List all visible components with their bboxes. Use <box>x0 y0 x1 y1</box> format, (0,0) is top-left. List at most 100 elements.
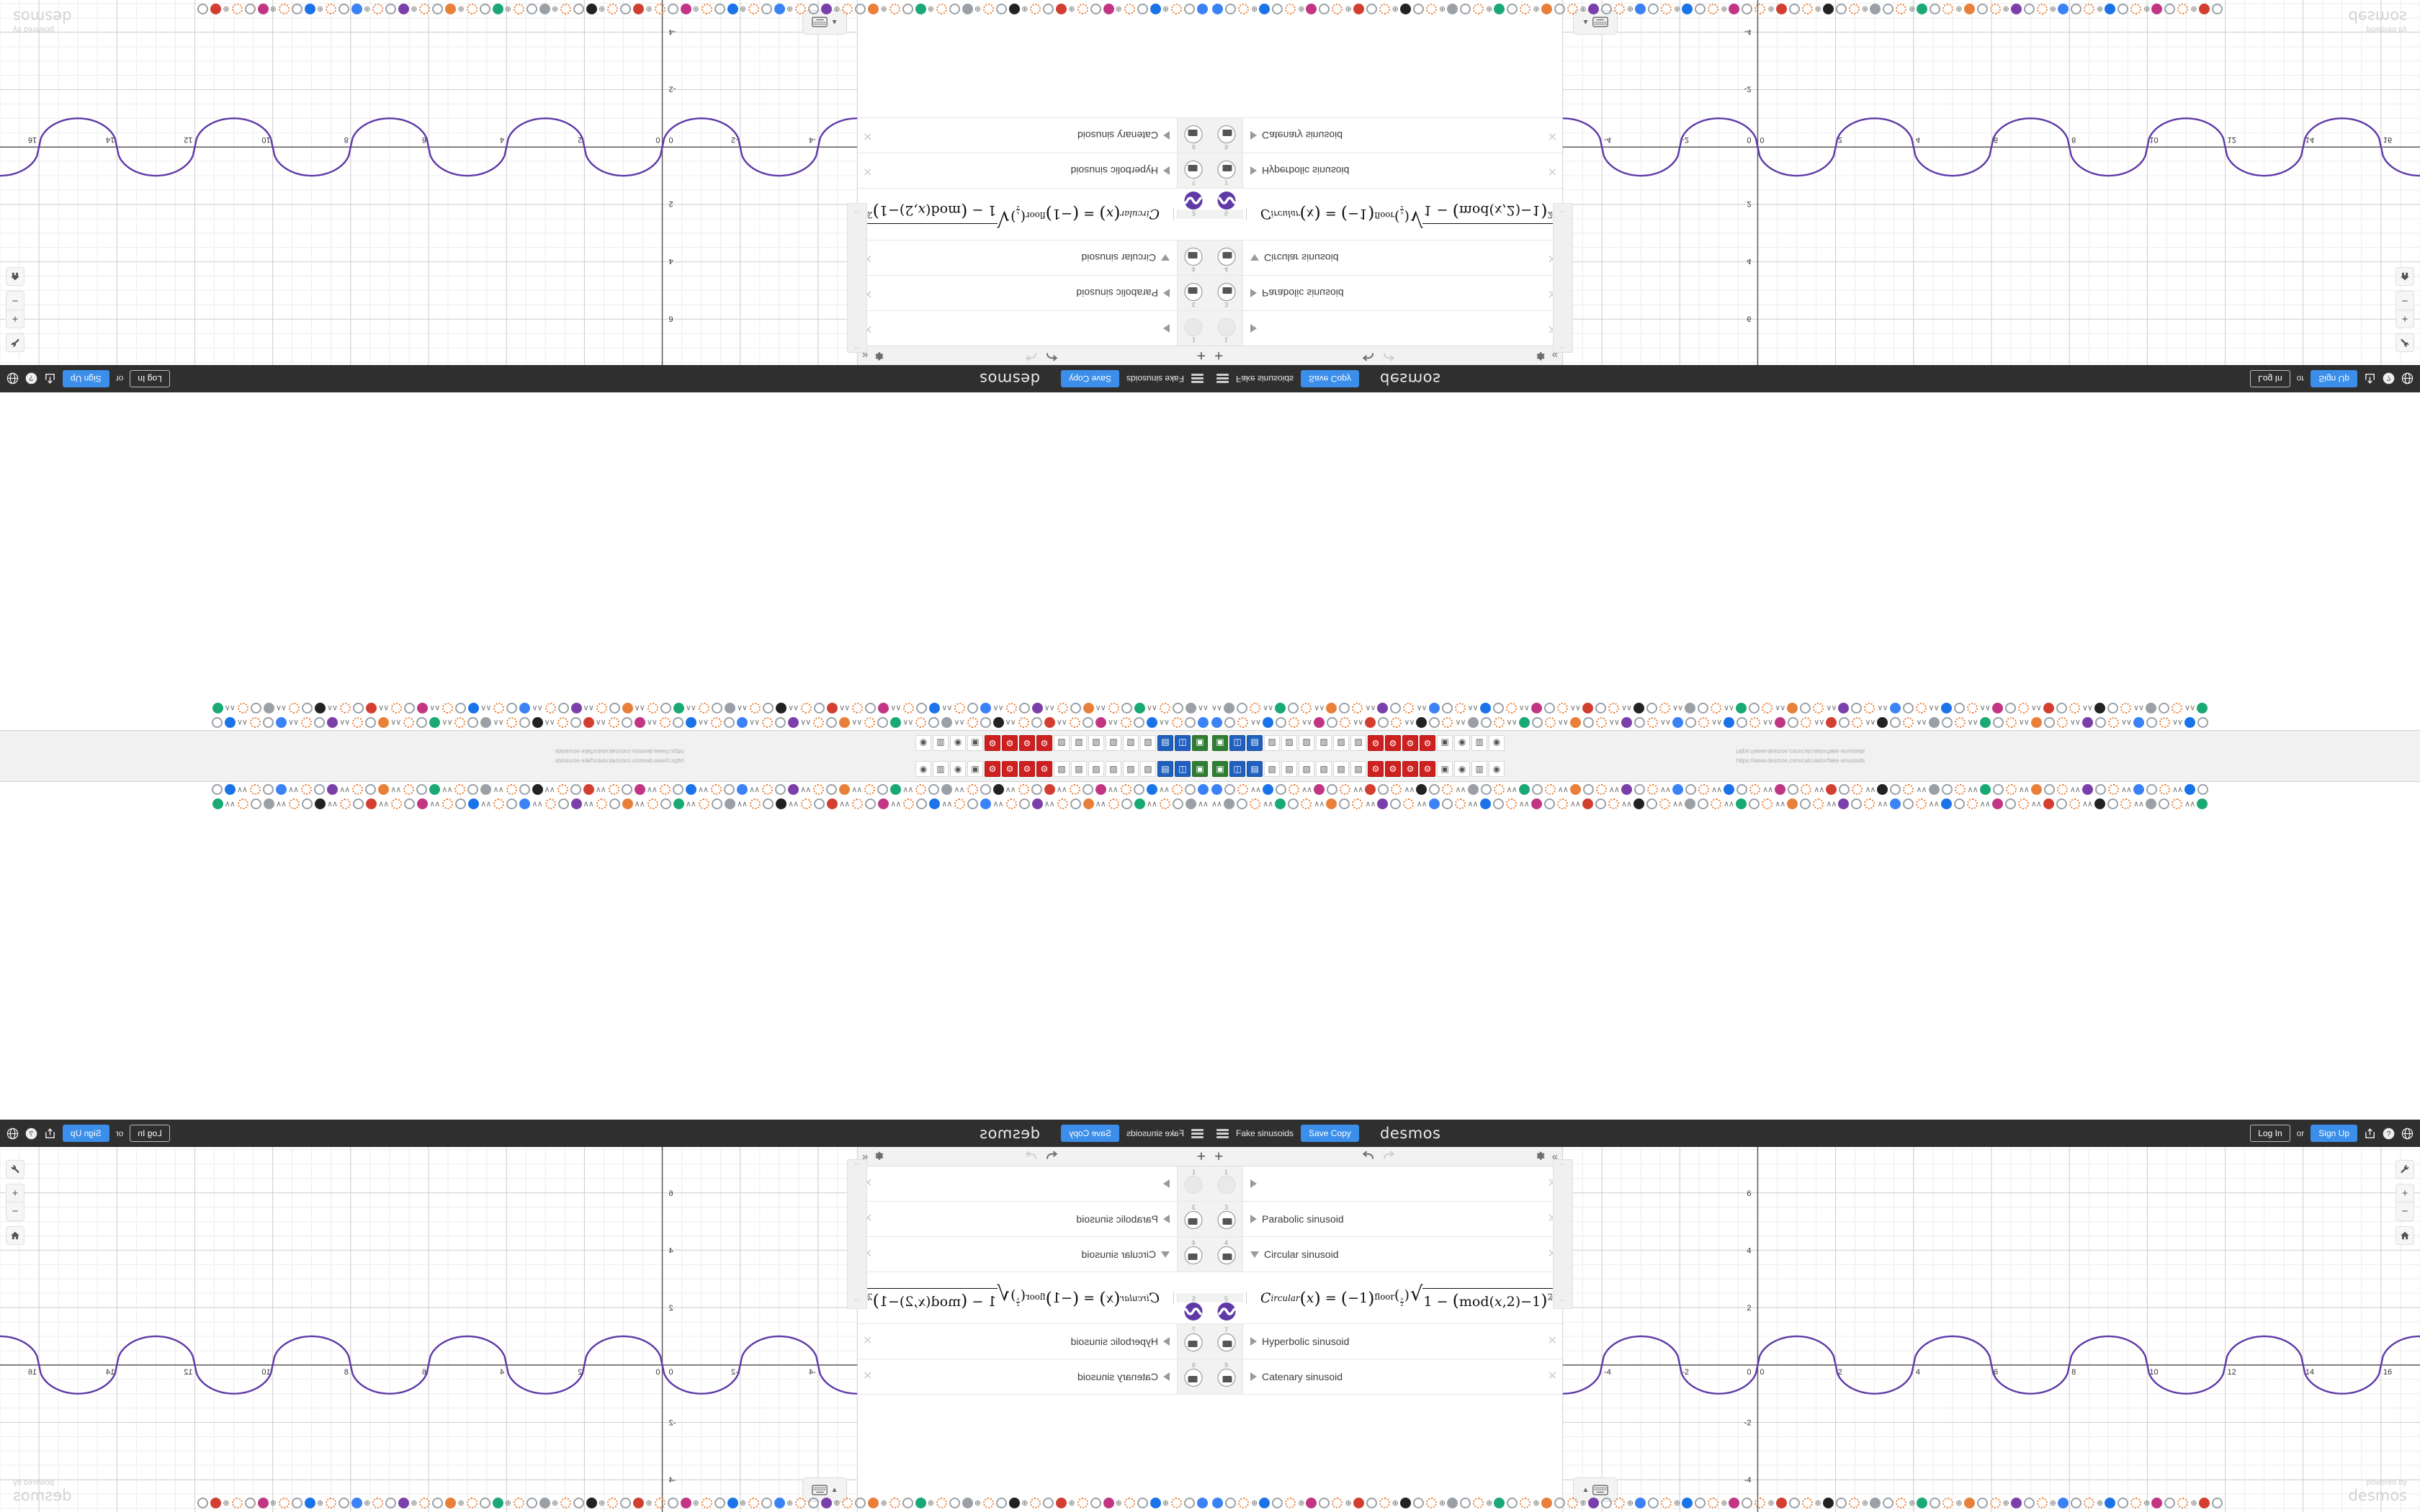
taskbar-app-icon[interactable] <box>1979 717 1991 729</box>
os-ring-icon[interactable] <box>573 4 585 15</box>
taskbar-gear-icon[interactable] <box>813 717 825 729</box>
folder-label[interactable]: Circular sinusoid <box>1264 252 1339 264</box>
os-ring-icon[interactable] <box>479 4 490 15</box>
os-app-icon[interactable] <box>1682 1497 1693 1508</box>
redo-button[interactable] <box>1025 1151 1038 1163</box>
expression-body[interactable]: ✕ <box>858 311 1177 346</box>
taskbar-ring-icon[interactable] <box>916 798 928 809</box>
taskbar-gear-icon[interactable] <box>1903 717 1914 729</box>
zoom-out-button[interactable]: − <box>6 291 24 310</box>
taskbar-glyph-icon[interactable]: ∧∧ <box>954 718 965 727</box>
taskbar-ring-icon[interactable] <box>609 798 620 809</box>
taskbar-glyph-icon[interactable]: ∧∧ <box>1301 785 1312 794</box>
os-app-icon[interactable] <box>1447 4 1458 15</box>
taskbar-ring-icon[interactable] <box>1018 798 1030 809</box>
chevron-right-icon[interactable] <box>1163 166 1170 175</box>
taskbar-ring-icon[interactable] <box>877 783 889 795</box>
taskbar-gear-icon[interactable] <box>544 703 556 714</box>
os-app-icon[interactable] <box>915 4 926 15</box>
taskbar-glyph-icon[interactable]: ∧∧ <box>1263 799 1273 809</box>
taskbar-ring-icon[interactable] <box>1070 703 1081 714</box>
os-ring-icon[interactable] <box>197 1497 209 1508</box>
folder-icon[interactable] <box>1185 125 1203 143</box>
os-ring-icon[interactable] <box>291 1497 302 1508</box>
os-glyph-icon[interactable]: ⊕ <box>1909 4 1915 14</box>
taskbar-app-icon[interactable] <box>2197 798 2208 809</box>
os-ring-icon[interactable] <box>808 4 820 15</box>
os-glyph-icon[interactable]: ⊕ <box>1861 4 1868 14</box>
os-app-icon[interactable] <box>1870 4 1881 15</box>
taskbar-glyph-icon[interactable]: ∧∧ <box>430 703 441 713</box>
taskbar-app-icon[interactable] <box>1633 798 1644 809</box>
taskbar-glyph-icon[interactable]: ∧∧ <box>1250 718 1261 727</box>
bookmark-icon[interactable]: ◫ <box>1175 735 1191 752</box>
os-gear-icon[interactable] <box>1171 1497 1182 1508</box>
bookmark-icon[interactable]: ▧ <box>1088 735 1104 752</box>
os-ring-icon[interactable] <box>1554 4 1565 15</box>
taskbar-glyph-icon[interactable]: ∧∧ <box>647 785 658 794</box>
os-glyph-icon[interactable]: ⊕ <box>223 4 230 14</box>
taskbar-app-icon[interactable] <box>2197 703 2208 714</box>
os-glyph-icon[interactable]: ⊕ <box>693 1498 699 1508</box>
taskbar-glyph-icon[interactable]: ∧∧ <box>481 799 492 809</box>
expression-body[interactable]: ✕ <box>1243 1166 1562 1201</box>
taskbar-glyph-icon[interactable]: ∧∧ <box>1557 718 1568 727</box>
os-ring-icon[interactable] <box>1976 1497 1988 1508</box>
os-gear-icon[interactable] <box>1660 4 1672 15</box>
taskbar-gear-icon[interactable] <box>659 717 671 729</box>
taskbar-gear-icon[interactable] <box>1442 717 1453 729</box>
os-glyph-icon[interactable]: ⊕ <box>1814 1498 1821 1508</box>
taskbar-app-icon[interactable] <box>1044 717 1055 729</box>
bookmark-icon[interactable]: ▤ <box>1247 735 1263 752</box>
taskbar-gear-icon[interactable] <box>2069 798 2080 809</box>
taskbar-app-icon[interactable] <box>1685 798 1696 809</box>
taskbar-ring-icon[interactable] <box>1543 703 1555 714</box>
os-app-icon[interactable] <box>680 4 691 15</box>
taskbar-app-icon[interactable] <box>468 703 480 714</box>
taskbar-ring-icon[interactable] <box>1531 783 1543 795</box>
chevron-right-icon[interactable] <box>1250 289 1257 297</box>
taskbar-app-icon[interactable] <box>2081 717 2093 729</box>
taskbar-gear-icon[interactable] <box>762 717 774 729</box>
os-glyph-icon[interactable]: ⊕ <box>1909 1498 1915 1508</box>
taskbar-gear-icon[interactable] <box>289 798 300 809</box>
os-gear-icon[interactable] <box>560 1497 572 1508</box>
taskbar-app-icon[interactable] <box>429 717 441 729</box>
expression-body[interactable]: Parabolic sinusoid✕ <box>1243 1202 1562 1236</box>
taskbar-glyph-icon[interactable]: ∧∧ <box>391 718 402 727</box>
taskbar-app-icon[interactable] <box>417 798 429 809</box>
taskbar-glyph-icon[interactable]: ∧∧ <box>801 718 812 727</box>
os-gear-icon[interactable] <box>1708 1497 1719 1508</box>
taskbar-glyph-icon[interactable]: ∧∧ <box>1404 718 1415 727</box>
taskbar-glyph-icon[interactable]: ∧∧ <box>493 718 504 727</box>
os-ring-icon[interactable] <box>1835 1497 1847 1508</box>
os-ring-icon[interactable] <box>761 4 773 15</box>
taskbar-ring-icon[interactable] <box>1121 703 1132 714</box>
taskbar-gear-icon[interactable] <box>442 798 454 809</box>
taskbar-app-icon[interactable] <box>2146 703 2157 714</box>
os-glyph-icon[interactable]: ⊕ <box>787 4 794 14</box>
os-app-icon[interactable] <box>304 4 315 15</box>
taskbar-gear-icon[interactable] <box>1966 798 1978 809</box>
taskbar-gear-icon[interactable] <box>237 703 248 714</box>
taskbar-ring-icon[interactable] <box>557 798 569 809</box>
os-glyph-icon[interactable]: ⊕ <box>974 1498 982 1508</box>
taskbar-glyph-icon[interactable]: ∧∧ <box>1057 718 1067 727</box>
taskbar-glyph-icon[interactable]: ∧∧ <box>1044 703 1055 713</box>
os-taskbar[interactable]: ⊕ ⊕ ⊕ ⊕ ⊕ ⊕ ⊕ ⊕ ⊕ ⊕ ⊕ ⊕ ⊕ ⊕ ⊕ ⊕ ⊕ ⊕ ⊕ ⊕ ⊕ <box>1210 1493 2420 1512</box>
taskbar-app-icon[interactable] <box>315 703 326 714</box>
taskbar-ring-icon[interactable] <box>1429 717 1440 729</box>
expression-body[interactable]: Hyperbolic sinusoid ✕ <box>858 1324 1177 1359</box>
os-gear-icon[interactable] <box>748 1497 760 1508</box>
browser-bookmark-bar[interactable]: https://www.desmos.com/calculator/fake-s… <box>1210 756 2420 782</box>
taskbar-ring-icon[interactable] <box>506 703 518 714</box>
taskbar-glyph-icon[interactable]: ∧∧ <box>544 718 555 727</box>
taskbar-glyph-icon[interactable]: ∧∧ <box>596 718 606 727</box>
os-app-icon[interactable] <box>727 1497 738 1508</box>
taskbar-ring-icon[interactable] <box>1224 717 1235 729</box>
taskbar-ring-icon[interactable] <box>621 717 632 729</box>
taskbar-ring-icon[interactable] <box>2094 717 2106 729</box>
chevron-down-icon[interactable] <box>1161 254 1170 261</box>
taskbar-app-icon[interactable] <box>1314 717 1325 729</box>
